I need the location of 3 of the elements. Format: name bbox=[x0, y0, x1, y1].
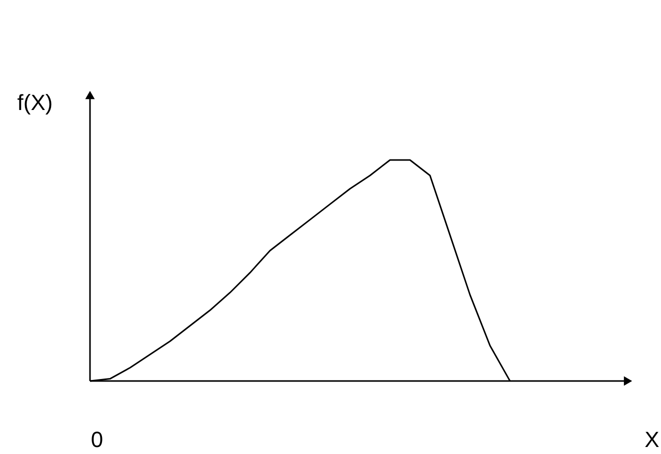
y-axis-title: f(X) bbox=[17, 90, 53, 115]
text: X bbox=[644, 427, 660, 452]
text: 0 bbox=[90, 427, 104, 452]
